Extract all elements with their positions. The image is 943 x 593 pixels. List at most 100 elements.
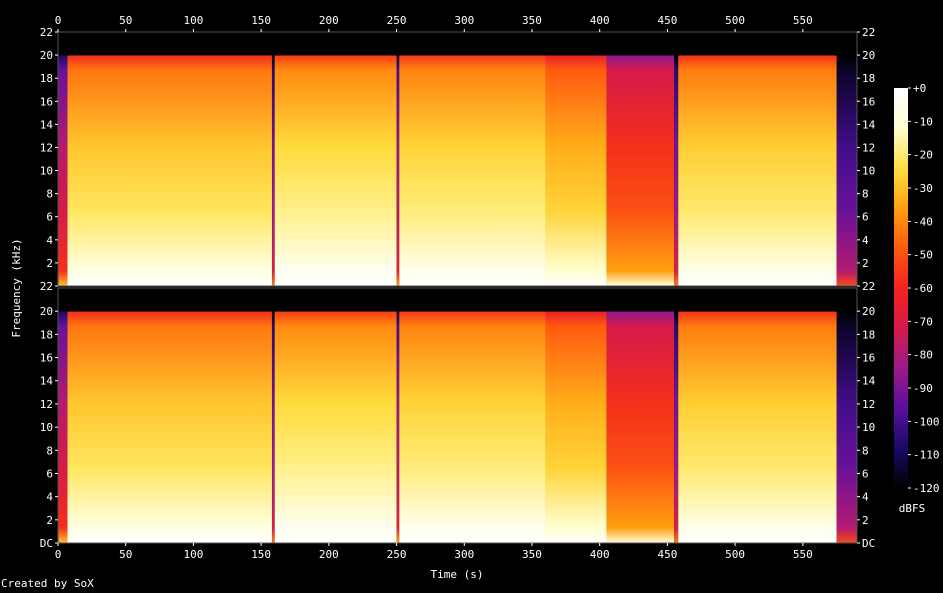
y-tick-label-left: 16 xyxy=(40,95,53,108)
y-tick-label-right: 10 xyxy=(862,421,875,434)
x-tick-label-bottom: 250 xyxy=(387,548,407,561)
x-tick-label-top: 200 xyxy=(319,14,339,27)
y-tick-label-left: 8 xyxy=(46,444,53,457)
spectrogram-segment xyxy=(274,32,397,286)
colorbar-tick-label: -40 xyxy=(913,215,933,228)
y-tick-label-left: 22 xyxy=(40,280,53,293)
y-tick-label-left: DC xyxy=(40,537,53,550)
spectrogram-segment xyxy=(836,288,857,543)
colorbar: +0 -10 -20 -30 -40 -50 -60 -70 -80 -90 -100 -110 -12… xyxy=(894,82,940,495)
plot-area xyxy=(57,31,858,544)
y-tick-label-left: 12 xyxy=(40,398,53,411)
x-tick-label-bottom: 50 xyxy=(119,548,132,561)
y-tick-label-left: 4 xyxy=(46,234,53,247)
y-tick-label-left: 14 xyxy=(40,118,54,131)
spectrogram-segment xyxy=(678,288,837,543)
x-tick-label-top: 500 xyxy=(725,14,745,27)
y-tick-label-left: 8 xyxy=(46,188,53,201)
spectrogram-segment xyxy=(606,32,675,286)
colorbar-label: dBFS xyxy=(899,502,926,515)
x-tick-label-top: 400 xyxy=(590,14,610,27)
y-tick-label-left: 20 xyxy=(40,305,53,318)
y-tick-label-right: 12 xyxy=(862,141,875,154)
y-tick-label-left: 14 xyxy=(40,375,54,388)
x-tick-label-top: 350 xyxy=(522,14,542,27)
x-tick-label-bottom: 550 xyxy=(793,548,813,561)
colorbar-gradient xyxy=(894,88,908,488)
spectrogram-segment xyxy=(678,32,837,286)
y-tick-label-left: 22 xyxy=(40,26,53,39)
y-tick-label-left: 10 xyxy=(40,165,53,178)
y-tick-label-right: DC xyxy=(862,537,875,550)
colorbar-tick-label: -10 xyxy=(913,115,933,128)
y-axis-label: Frequency (kHz) xyxy=(10,238,23,337)
x-axis-label: Time (s) xyxy=(431,568,484,581)
y-tick-label-right: 2 xyxy=(862,257,869,270)
x-tick-label-top: 50 xyxy=(119,14,132,27)
colorbar-tick-label: +0 xyxy=(913,82,926,95)
y-tick-label-right: 6 xyxy=(862,467,869,480)
y-tick-label-right: 8 xyxy=(862,444,869,457)
x-tick-label-bottom: 100 xyxy=(183,548,203,561)
y-tick-label-right: 18 xyxy=(862,328,875,341)
colorbar-tick-label: -120 xyxy=(913,482,940,495)
colorbar-tick-label: -80 xyxy=(913,349,933,362)
colorbar-tick-label: -110 xyxy=(913,449,940,462)
colorbar-tick-label: -90 xyxy=(913,382,933,395)
colorbar-tick-label: -70 xyxy=(913,315,933,328)
spectrogram-segment xyxy=(606,288,675,543)
y-tick-label-left: 4 xyxy=(46,491,53,504)
y-tick-label-left: 18 xyxy=(40,328,53,341)
spectrogram-segment xyxy=(67,288,272,543)
y-tick-label-left: 6 xyxy=(46,211,53,224)
panel-frame xyxy=(57,287,858,544)
x-tick-label-top: 100 xyxy=(183,14,203,27)
y-tick-label-left: 6 xyxy=(46,467,53,480)
x-tick-label-top: 550 xyxy=(793,14,813,27)
y-tick-label-left: 12 xyxy=(40,141,53,154)
spectrogram-segment xyxy=(674,32,679,286)
y-tick-label-right: 4 xyxy=(862,234,869,247)
spectrogram-segment xyxy=(399,288,546,543)
y-tick-label-left: 18 xyxy=(40,72,53,85)
x-tick-label-bottom: 300 xyxy=(454,548,474,561)
y-tick-label-right: 16 xyxy=(862,95,875,108)
x-tick-label-top: 150 xyxy=(251,14,271,27)
spectrogram-segment xyxy=(545,288,607,543)
y-tick-label-right: 14 xyxy=(862,375,876,388)
y-tick-label-right: 16 xyxy=(862,352,875,365)
panel-frame xyxy=(57,31,858,287)
spectrogram-segment xyxy=(396,288,400,543)
x-tick-label-top: 0 xyxy=(55,14,62,27)
colorbar-tick-label: -20 xyxy=(913,149,933,162)
x-tick-label-bottom: 350 xyxy=(522,548,542,561)
spectrogram-segment xyxy=(274,288,397,543)
x-tick-label-bottom: 200 xyxy=(319,548,339,561)
y-tick-label-right: 10 xyxy=(862,165,875,178)
y-tick-label-left: 2 xyxy=(46,514,53,527)
credit-text: Created by SoX xyxy=(1,577,94,590)
x-tick-label-bottom: 150 xyxy=(251,548,271,561)
y-tick-label-right: 20 xyxy=(862,305,875,318)
y-tick-label-left: 20 xyxy=(40,49,53,62)
spectrogram-segment xyxy=(271,288,275,543)
spectrogram-segment xyxy=(271,32,275,286)
spectrogram-segment xyxy=(58,288,68,543)
y-tick-label-right: 14 xyxy=(862,118,876,131)
y-tick-label-left: 10 xyxy=(40,421,53,434)
y-tick-label-left: 2 xyxy=(46,257,53,270)
spectrogram-segment xyxy=(399,32,546,286)
x-tick-label-top: 300 xyxy=(454,14,474,27)
colorbar-tick-label: -50 xyxy=(913,249,933,262)
colorbar-tick-label: -30 xyxy=(913,182,933,195)
spectrogram-segment xyxy=(67,32,272,286)
y-tick-label-right: 20 xyxy=(862,49,875,62)
y-tick-label-right: 8 xyxy=(862,188,869,201)
y-tick-label-right: 12 xyxy=(862,398,875,411)
spectrogram-segment xyxy=(545,32,607,286)
y-tick-label-right: 22 xyxy=(862,26,875,39)
spectrogram-segment xyxy=(836,32,857,286)
y-tick-label-right: 18 xyxy=(862,72,875,85)
spectrogram-segment xyxy=(674,288,679,543)
x-tick-label-bottom: 450 xyxy=(657,548,677,561)
